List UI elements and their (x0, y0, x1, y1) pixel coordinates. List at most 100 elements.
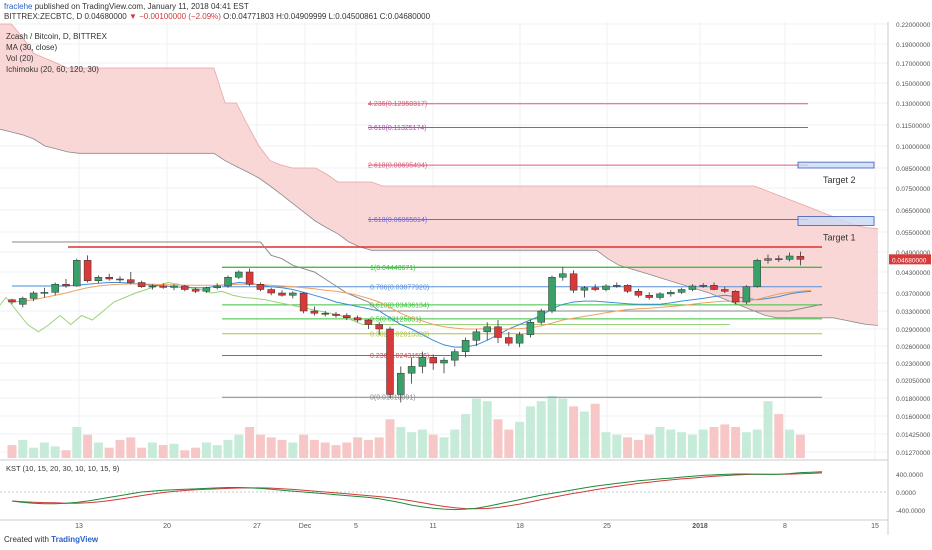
price-axis: 0.22000000 0.19000000 0.17000000 0.15000000… (889, 22, 931, 457)
candle-body-3 (40, 292, 49, 294)
legend-title: Zcash / Bitcoin, D, BITTREX (6, 32, 108, 41)
chart-header: fraclehe published on TradingView.com, J… (0, 0, 932, 22)
candle-body-41 (451, 351, 459, 361)
last-price-tag (889, 254, 931, 265)
volume-bar-36 (396, 427, 406, 458)
candle-body-55 (602, 285, 610, 290)
candle-body-21 (235, 271, 243, 278)
candle-body-28 (310, 310, 319, 314)
candle-body-56 (613, 285, 621, 287)
fib-label-6: 0.618(0.03436134) (370, 302, 429, 309)
volume-bar-40 (439, 437, 449, 458)
x-tick-4: 5 (354, 523, 358, 530)
y-tick-15: 0.02900000 (896, 327, 931, 334)
author-link[interactable]: fraclehe (4, 2, 33, 11)
volume-bar-1 (18, 439, 28, 458)
y-tick-10: 0.05500000 (896, 230, 931, 237)
volume-bar-72 (785, 429, 795, 458)
y-tick-2: 0.17000000 (896, 61, 931, 68)
candle-body-1 (19, 298, 27, 305)
volume-bar-63 (687, 434, 697, 458)
candle-body-12 (137, 282, 146, 287)
candle-body-52 (569, 273, 578, 291)
volume-bar-61 (666, 429, 676, 458)
target-zones: Target 1 Target 2 (797, 161, 875, 242)
volume-bar-48 (525, 406, 535, 458)
kst-tick-1: 0.0000 (896, 490, 916, 497)
candle-body-71 (775, 258, 783, 260)
volume-bar-44 (482, 401, 492, 458)
volume-bar-42 (461, 414, 471, 458)
senkou-span-a (0, 23, 879, 230)
candle-body-20 (224, 277, 232, 287)
volume-bar-66 (720, 424, 730, 458)
candle-body-66 (721, 289, 729, 292)
y-tick-12: 0.04300000 (896, 270, 931, 277)
kst-panel: 400.0000 0.0000 -400.0000 (0, 471, 926, 515)
target-zone-1 (797, 216, 875, 226)
candle-body-54 (591, 287, 599, 290)
volume-bar-21 (234, 434, 244, 458)
candle-body-47 (515, 334, 524, 344)
volume-bar-58 (633, 439, 643, 458)
price-chart[interactable]: 4.236(0.12950317) 3.618(0.11325174) 2.618(… (0, 22, 932, 535)
volume-bar-49 (536, 401, 546, 458)
x-tick-6: 18 (516, 523, 524, 530)
volume-bar-18 (201, 442, 211, 458)
volume-bar-28 (309, 439, 319, 458)
fib-label-7: 0.5(0.03125831) (370, 316, 421, 323)
x-tick-9: 8 (783, 523, 787, 530)
candle-body-18 (202, 287, 211, 292)
volume-bar-22 (245, 427, 255, 458)
volume-bar-7 (83, 434, 93, 458)
fib-label-4: 1(0.04440671) (370, 265, 416, 272)
kst-signal-line (11, 472, 823, 510)
volume-bar-52 (569, 406, 579, 458)
fibonacci-levels: 4.236(0.12950317) 3.618(0.11325174) 2.618(… (68, 101, 822, 402)
candle-body-63 (688, 285, 697, 290)
fib-label-1: 3.618(0.11325174) (368, 125, 427, 132)
published-text: published on TradingView.com, January 11… (34, 2, 249, 11)
volume-bar-53 (579, 411, 589, 458)
candlesticks (8, 251, 805, 403)
volume-bar-34 (374, 437, 384, 458)
tradingview-logo[interactable]: TradingView (51, 535, 99, 544)
fib-label-10: 0(0.01810991) (370, 395, 416, 402)
candle-body-15 (170, 285, 178, 288)
volume-bar-45 (493, 419, 503, 458)
volume-bar-25 (277, 439, 287, 458)
volume-bar-14 (158, 445, 168, 458)
volume-bar-43 (471, 398, 481, 458)
candle-body-14 (159, 285, 167, 288)
volume-bar-57 (623, 437, 633, 458)
candle-body-50 (548, 277, 556, 312)
last-price-label: 0.04680000 (892, 257, 927, 264)
x-tick-0: 13 (75, 523, 83, 530)
legend-vol: Vol (20) (6, 54, 34, 63)
candle-body-8 (94, 277, 103, 281)
candle-body-16 (181, 285, 189, 290)
y-tick-13: 0.03700000 (896, 291, 931, 298)
volume-bar-64 (698, 429, 708, 458)
candle-body-40 (440, 359, 448, 364)
fib-label-3: 1.618(0.06065814) (368, 217, 427, 224)
candle-body-33 (364, 319, 373, 325)
volume-bar-54 (590, 403, 600, 458)
volume-bar-39 (428, 434, 438, 458)
volume-bar-46 (504, 429, 514, 458)
volume-bar-69 (752, 429, 762, 458)
candle-body-26 (289, 292, 297, 296)
legend-ichimoku: Ichimoku (20, 60, 120, 30) (6, 65, 99, 74)
candle-body-67 (731, 291, 740, 303)
candle-body-5 (62, 284, 70, 287)
cloud-fill (0, 24, 878, 326)
candle-body-32 (353, 317, 362, 321)
volume-bar-9 (104, 447, 114, 458)
volume-bar-24 (266, 437, 276, 458)
y-tick-5: 0.11500000 (896, 123, 930, 130)
ticker: BITTREX:ZECBTC, D 0.04680000 (4, 12, 127, 21)
candle-body-59 (645, 295, 653, 298)
x-tick-7: 25 (603, 523, 611, 530)
target-zone-2 (797, 161, 875, 169)
volume-bar-71 (774, 414, 784, 458)
